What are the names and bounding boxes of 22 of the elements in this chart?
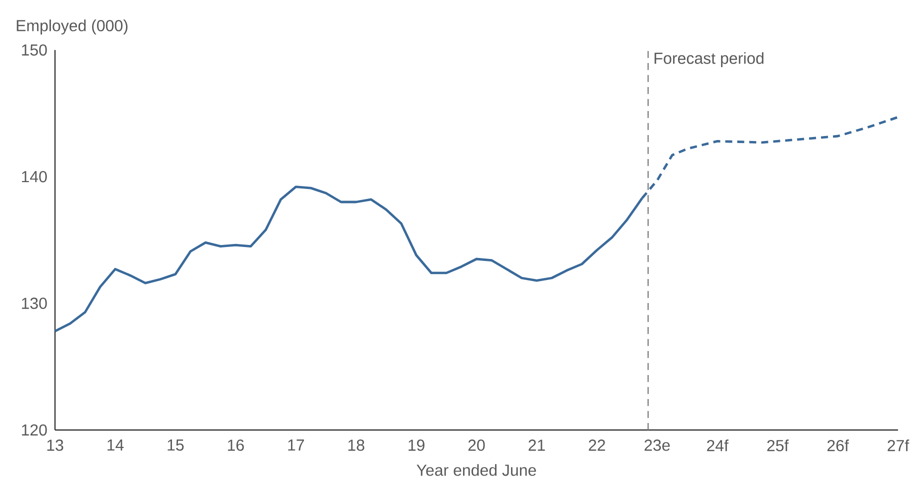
y-axis-title: Employed (000) bbox=[16, 20, 128, 34]
x-tick-label: 27f bbox=[888, 440, 910, 452]
x-tick-label: 20 bbox=[468, 440, 485, 451]
x-tick-label: 14 bbox=[108, 440, 124, 451]
x-tick-label: 13 bbox=[47, 440, 64, 451]
x-tick-label: 17 bbox=[288, 440, 304, 451]
x-tick-label: 15 bbox=[168, 440, 184, 451]
y-tick-label: 140 bbox=[22, 171, 47, 182]
x-tick-label: 26f bbox=[827, 440, 849, 452]
x-tick-label: 22 bbox=[588, 440, 606, 451]
y-tick-label: 150 bbox=[22, 44, 47, 56]
x-tick-label: 19 bbox=[408, 440, 424, 451]
y-tick-label: 130 bbox=[22, 298, 47, 309]
x-tick-label: 24f bbox=[707, 440, 729, 452]
x-tick-label: 23e bbox=[644, 440, 670, 451]
x-tick-label: 18 bbox=[348, 440, 364, 451]
x-tick-label: 21 bbox=[528, 440, 545, 451]
ref-line-label: Forecast period bbox=[654, 52, 764, 68]
x-tick-label: 16 bbox=[228, 440, 244, 451]
x-axis-title: Year ended June bbox=[416, 464, 536, 476]
x-tick-label: 25f bbox=[767, 440, 789, 452]
y-tick-label: 120 bbox=[22, 424, 47, 436]
